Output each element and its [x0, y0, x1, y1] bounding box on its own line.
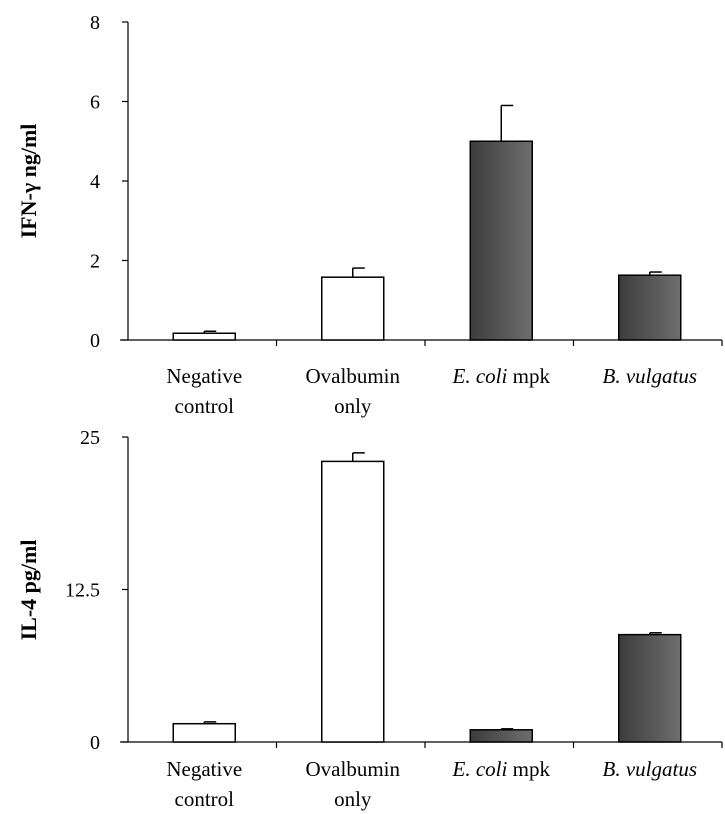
y-tick-label: 4 [90, 171, 100, 193]
bar [469, 729, 533, 743]
bar [321, 276, 385, 341]
y-axis-title: IFN-γ ng/ml [16, 124, 41, 239]
category-label: B. vulgatus [603, 757, 698, 781]
y-tick-label: 0 [90, 732, 100, 754]
bar [172, 332, 236, 341]
il4-chart: 0 12.5 25 Negative control Ovalbumin only E. co… [16, 427, 723, 811]
bar [618, 274, 682, 341]
category-label: E. coli mpk [452, 364, 551, 388]
category-label: Negative [166, 757, 242, 781]
y-tick-label: 2 [90, 251, 100, 273]
ifn-gamma-chart: 0 2 4 6 8 Negative control Ovalbumin only E. coli… [16, 12, 723, 418]
category-label: Ovalbumin [306, 757, 401, 781]
category-label: Negative [166, 364, 242, 388]
y-tick-label: 12.5 [65, 580, 100, 602]
category-label: E. coli mpk [452, 757, 551, 781]
bar [618, 633, 682, 743]
y-tick-label: 0 [90, 330, 100, 352]
y-tick-label: 6 [90, 92, 100, 114]
category-label: control [175, 787, 235, 811]
y-axis-title: IL-4 pg/ml [16, 540, 41, 641]
category-label: B. vulgatus [603, 364, 698, 388]
category-label: Ovalbumin [306, 364, 401, 388]
y-tick-label: 8 [90, 12, 100, 34]
category-label: only [334, 394, 372, 418]
bar [321, 460, 385, 743]
bar [172, 722, 236, 743]
category-label: control [175, 394, 235, 418]
bar [469, 140, 533, 341]
y-tick-label: 25 [80, 427, 100, 449]
category-label: only [334, 787, 372, 811]
